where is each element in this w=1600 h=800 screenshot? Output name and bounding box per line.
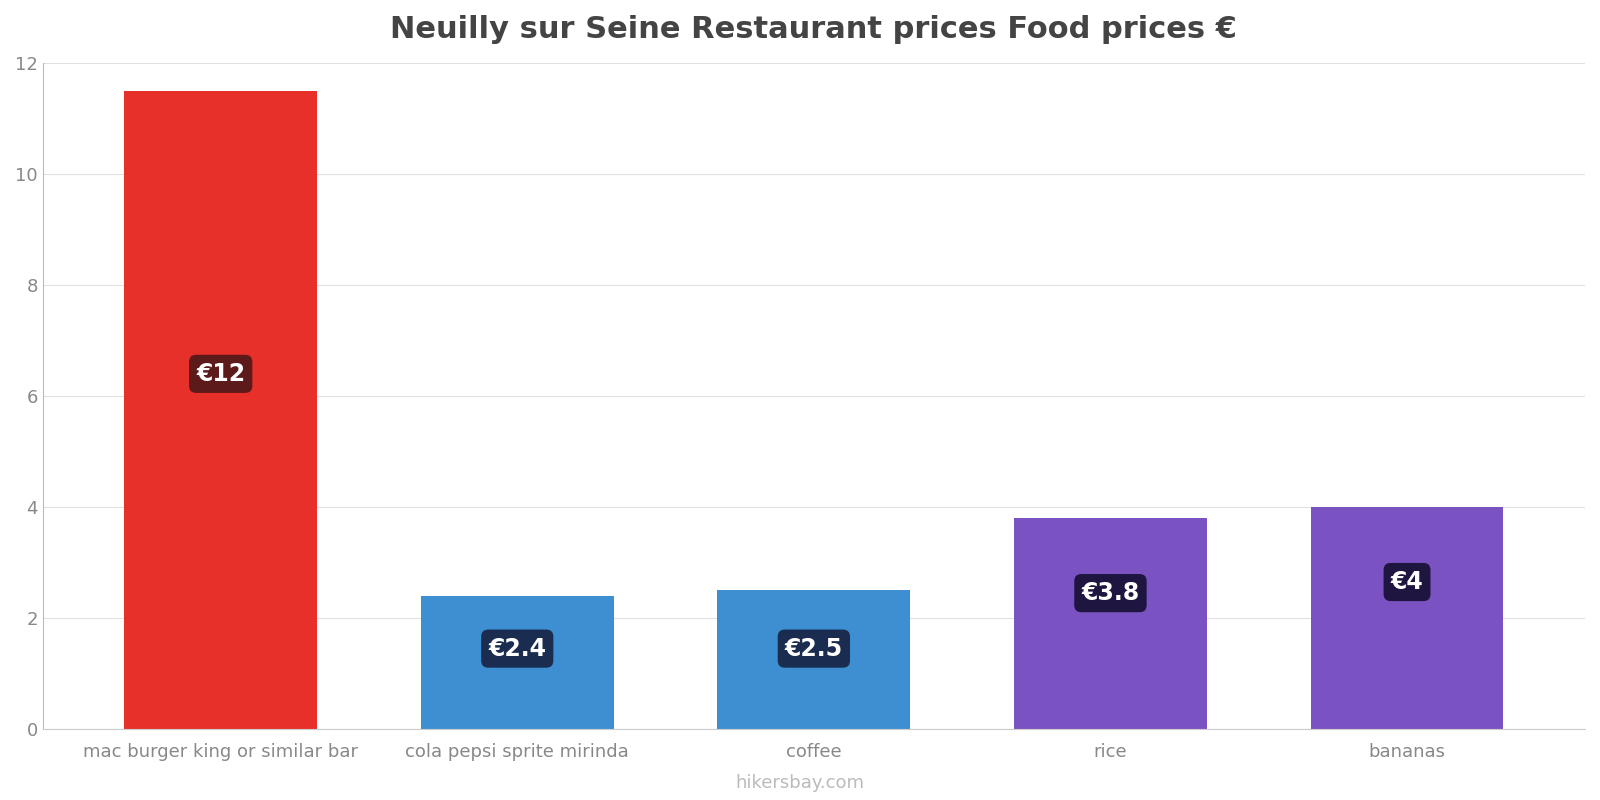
- Text: €3.8: €3.8: [1082, 581, 1139, 605]
- Bar: [717, 590, 910, 729]
- Title: Neuilly sur Seine Restaurant prices Food prices €: Neuilly sur Seine Restaurant prices Food…: [390, 15, 1237, 44]
- Text: €4: €4: [1390, 570, 1424, 594]
- Text: €2.4: €2.4: [488, 637, 546, 661]
- Text: €2.5: €2.5: [786, 637, 843, 661]
- Bar: [1310, 507, 1504, 729]
- Text: hikersbay.com: hikersbay.com: [736, 774, 864, 792]
- Bar: [1014, 518, 1206, 729]
- Bar: [125, 90, 317, 729]
- Bar: [421, 596, 614, 729]
- Text: €12: €12: [197, 362, 245, 386]
